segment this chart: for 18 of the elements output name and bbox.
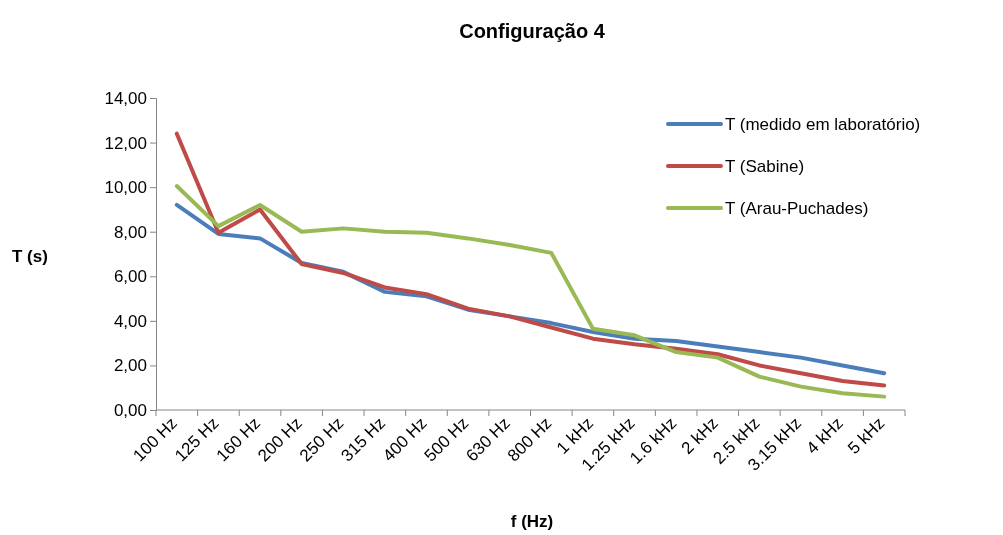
x-axis-title: f (Hz) bbox=[510, 512, 554, 531]
line-series bbox=[174, 131, 887, 388]
y-tick-label: 10,00 bbox=[104, 178, 147, 198]
y-tick-label: 0,00 bbox=[113, 400, 147, 420]
y-tick-label: 12,00 bbox=[104, 133, 147, 153]
x-tick-label: 4 kHz bbox=[802, 413, 847, 458]
legend-label: T (medido em laboratório) bbox=[725, 115, 921, 134]
y-tick-label: 2,00 bbox=[113, 356, 147, 376]
y-tick-label: 8,00 bbox=[113, 222, 147, 242]
y-tick-label: 6,00 bbox=[113, 267, 147, 287]
x-tick-label: 5 kHz bbox=[844, 413, 889, 458]
legend-label: T (Sabine) bbox=[725, 157, 805, 176]
y-tick-label: 4,00 bbox=[113, 311, 147, 331]
line-series bbox=[174, 184, 887, 399]
y-tick-label: 14,00 bbox=[104, 88, 147, 108]
chart-title: Configuração 4 bbox=[459, 20, 606, 42]
y-axis-title: T (s) bbox=[12, 247, 48, 266]
legend-label: T (Arau-Puchades) bbox=[725, 199, 869, 218]
